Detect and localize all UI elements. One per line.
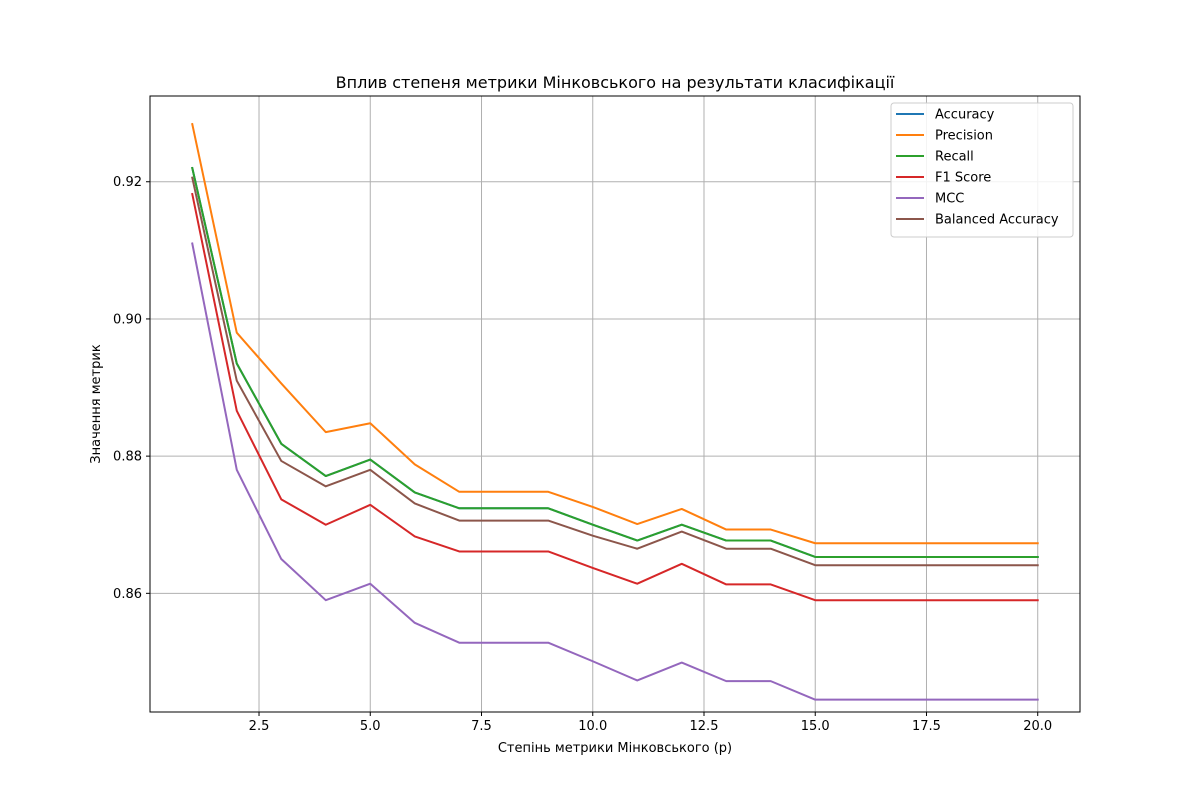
y-axis-ticks: 0.86 0.88 0.90 0.92 (113, 175, 150, 602)
x-tick-label: 12.5 (690, 719, 719, 734)
legend-label-mcc: MCC (935, 192, 964, 207)
legend-label-f1-score: F1 Score (935, 171, 991, 186)
x-tick-label: 15.0 (801, 719, 830, 734)
series-line-mcc (191, 242, 1039, 701)
grid-lines (150, 96, 1080, 712)
x-tick-label: 17.5 (912, 719, 941, 734)
y-tick-label: 0.92 (113, 175, 142, 190)
x-axis-ticks: 2.5 5.0 7.5 10.0 12.5 15.0 17.5 20.0 (249, 712, 1052, 734)
legend-label-accuracy: Accuracy (935, 108, 995, 123)
chart-title: Вплив степеня метрики Мінковського на ре… (336, 73, 895, 92)
x-tick-label: 10.0 (578, 719, 607, 734)
legend-label-balanced-accuracy: Balanced Accuracy (935, 213, 1059, 228)
legend-label-precision: Precision (935, 129, 993, 144)
x-axis-label: Степінь метрики Мінковського (p) (498, 741, 732, 756)
x-tick-label: 20.0 (1023, 719, 1052, 734)
x-tick-label: 5.0 (360, 719, 381, 734)
axes-frame (149, 95, 1081, 713)
series-line-balanced-accuracy (191, 176, 1039, 567)
legend: Accuracy Precision Recall F1 Score MCC Balanc… (890, 102, 1074, 238)
plot-lines (191, 122, 1039, 701)
series-line-precision (191, 122, 1039, 545)
y-tick-label: 0.88 (113, 450, 142, 465)
y-tick-label: 0.90 (113, 312, 142, 327)
y-tick-label: 0.86 (113, 587, 142, 602)
x-tick-label: 7.5 (471, 719, 492, 734)
legend-box (890, 102, 1074, 238)
series-line-f1-score (191, 192, 1039, 602)
y-axis-label: Значення метрик (89, 344, 104, 464)
legend-label-recall: Recall (935, 150, 974, 165)
x-tick-label: 2.5 (249, 719, 270, 734)
series-line-recall (191, 166, 1039, 558)
